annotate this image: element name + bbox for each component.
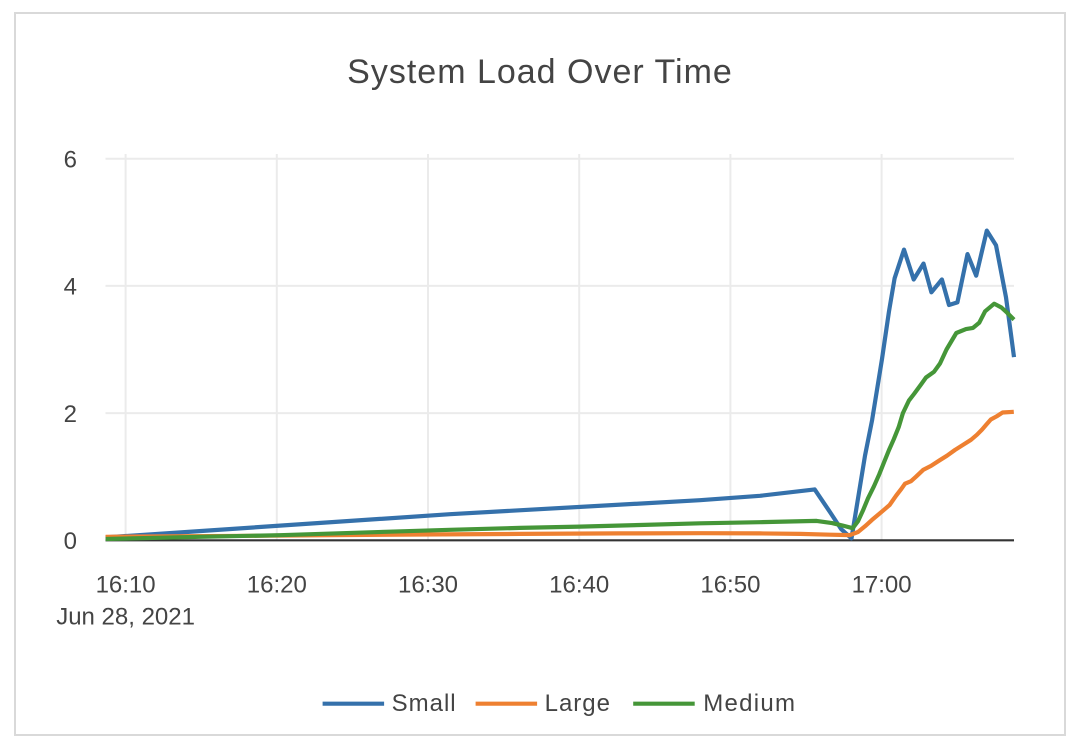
svg-text:0: 0 bbox=[64, 528, 77, 555]
svg-text:6: 6 bbox=[64, 146, 77, 173]
svg-text:16:20: 16:20 bbox=[247, 572, 307, 599]
svg-text:Jun 28, 2021: Jun 28, 2021 bbox=[56, 604, 195, 631]
svg-text:16:40: 16:40 bbox=[549, 572, 609, 599]
svg-text:16:10: 16:10 bbox=[96, 572, 156, 599]
svg-text:16:30: 16:30 bbox=[398, 572, 458, 599]
svg-text:4: 4 bbox=[64, 274, 77, 301]
svg-text:System Load Over Time: System Load Over Time bbox=[347, 53, 733, 91]
svg-text:2: 2 bbox=[64, 401, 77, 428]
svg-text:16:50: 16:50 bbox=[700, 572, 760, 599]
svg-text:Small: Small bbox=[392, 690, 457, 717]
svg-text:Large: Large bbox=[545, 690, 611, 717]
svg-text:Medium: Medium bbox=[703, 690, 796, 717]
svg-text:17:00: 17:00 bbox=[852, 572, 912, 599]
